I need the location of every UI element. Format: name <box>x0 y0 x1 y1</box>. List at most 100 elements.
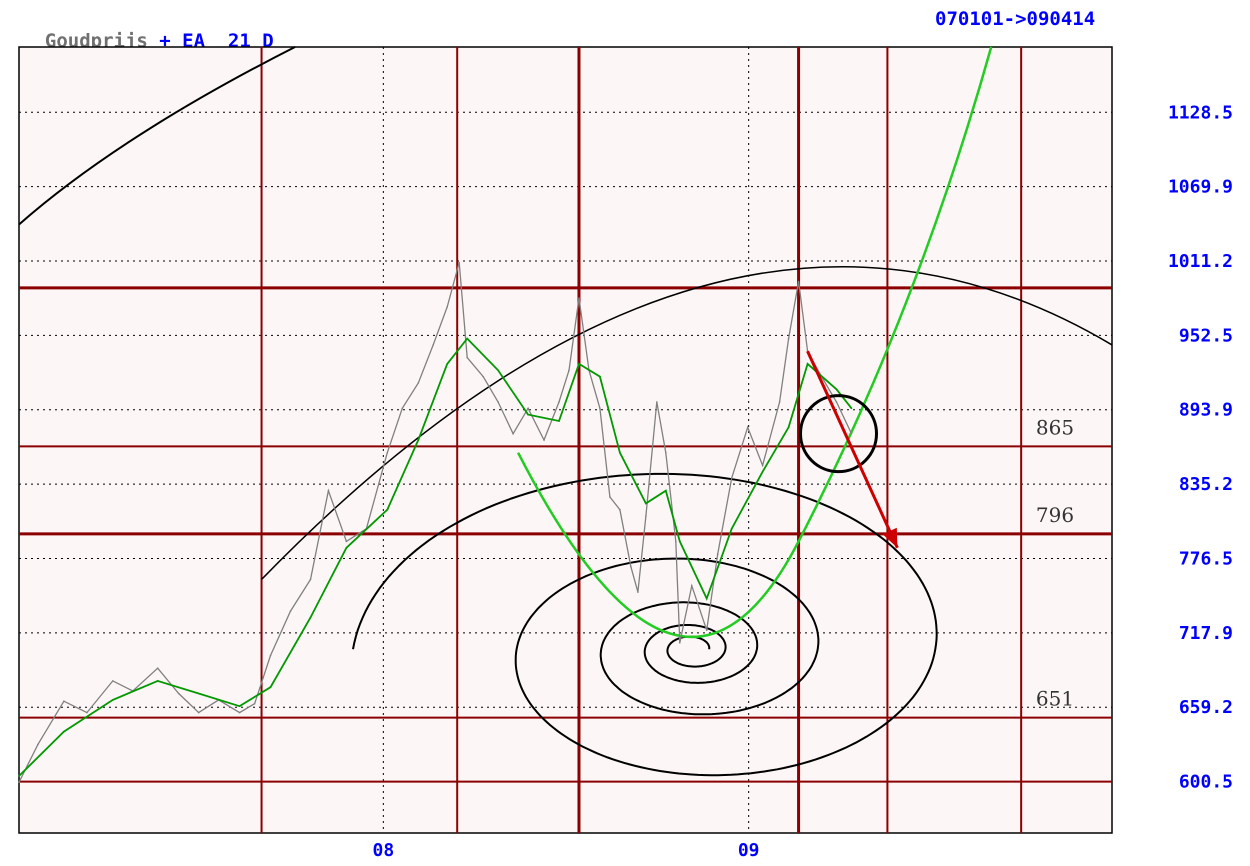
annotation-layer: 865 796 651 <box>799 350 1074 711</box>
price-line-point <box>850 432 853 435</box>
price-line-point <box>705 629 708 631</box>
ema-line-point <box>665 489 667 492</box>
level-label: 865 <box>1036 415 1074 439</box>
level-label: 651 <box>1036 687 1074 711</box>
price-line-point <box>690 584 693 587</box>
ema-line-point <box>197 692 200 695</box>
ema-line-point <box>417 439 420 441</box>
ema-line-point <box>497 369 499 372</box>
ema-line-point <box>269 686 272 689</box>
price-line-point <box>497 401 499 403</box>
price-line-point <box>630 565 632 568</box>
level-label: 796 <box>1036 503 1074 527</box>
price-line-point <box>761 464 764 467</box>
green-trend-curve <box>516 46 993 639</box>
price-line-point <box>386 451 389 454</box>
price-line-point <box>63 700 65 702</box>
price-line-point <box>746 426 749 429</box>
price-line-point <box>18 781 20 784</box>
ema-line-point <box>558 420 560 422</box>
price-line-point <box>156 667 159 669</box>
ema-line-point <box>705 597 708 600</box>
price-line-point <box>466 356 468 359</box>
date-range-label: 070101->090414 <box>935 8 1096 30</box>
price-line-point <box>678 642 681 644</box>
price-line-point <box>37 743 39 746</box>
price-line-point <box>432 344 435 346</box>
price-line-point <box>86 711 88 714</box>
price-line-point <box>665 451 667 454</box>
price-line-point <box>482 375 484 378</box>
price-line-point <box>730 477 733 479</box>
price-line-point <box>637 591 639 593</box>
price-line-point <box>112 680 114 682</box>
y-tick-label: 659.2 <box>1179 697 1233 718</box>
ema-line-point <box>527 413 529 416</box>
fibonacci-spiral <box>352 472 938 777</box>
down-arrow-shaft <box>806 350 899 549</box>
price-line-point <box>656 401 658 403</box>
ema-line-point <box>806 363 809 365</box>
price-line-point <box>401 407 404 410</box>
y-tick-label: 1011.2 <box>1168 251 1233 272</box>
y-tick-label: 893.9 <box>1179 400 1233 421</box>
ema-line-point <box>578 363 580 365</box>
ema-line-point <box>787 426 790 429</box>
axis-layer: 1128.5 1069.9 1011.2 952.5 893.9 835.2 776.5 71… <box>372 102 1233 861</box>
price-line-point <box>543 439 545 441</box>
ema-line-point <box>619 451 621 454</box>
y-tick-label: 835.2 <box>1179 474 1233 495</box>
ema-line-point <box>835 388 838 391</box>
ema-line-point <box>730 527 733 530</box>
price-line-point <box>253 702 256 705</box>
price-line-point <box>645 515 647 517</box>
price-line-point <box>797 280 800 283</box>
series-layer <box>18 261 853 784</box>
price-line-point <box>458 261 460 264</box>
outer-arc <box>261 265 1113 580</box>
price-line-point <box>238 711 241 714</box>
price-line-point <box>269 654 272 657</box>
ema-line-point <box>599 375 601 378</box>
price-line-point <box>674 540 677 543</box>
ema-line-point <box>112 699 114 701</box>
price-line-point <box>599 407 601 410</box>
ema-line-point <box>761 470 764 473</box>
ema-line-point <box>345 546 348 549</box>
price-line-point <box>327 489 330 492</box>
price-line-point <box>345 540 348 543</box>
y-tick-label: 1069.9 <box>1168 177 1233 198</box>
ema-line-point <box>238 705 241 708</box>
y-tick-label: 952.5 <box>1179 325 1233 346</box>
highlight-circle <box>799 394 879 474</box>
price-line-point <box>512 432 514 435</box>
longterm-trend-line <box>18 46 296 226</box>
ema-line-point <box>156 680 159 682</box>
price-line-point <box>568 369 570 372</box>
ema-line-point <box>386 508 389 511</box>
plot-frame <box>18 46 1113 834</box>
price-line-point <box>609 496 611 498</box>
y-tick-label: 1128.5 <box>1168 102 1233 123</box>
price-line-point <box>778 401 781 403</box>
ema-line-point <box>466 337 468 340</box>
ema-line-point <box>63 730 65 733</box>
ema-line-point <box>18 775 20 777</box>
price-line-point <box>527 407 529 410</box>
price-line-point <box>787 337 790 340</box>
y-tick-label: 600.5 <box>1179 772 1233 793</box>
x-tick-label: 08 <box>372 840 394 861</box>
price-line-point <box>197 711 200 714</box>
ema-line-point <box>678 540 681 543</box>
price-line-point <box>289 610 292 612</box>
price-line-point <box>578 297 580 299</box>
ema-line-point <box>645 502 647 505</box>
price-line-point <box>619 508 621 511</box>
y-tick-label: 717.9 <box>1179 623 1233 644</box>
price-line-point <box>309 578 312 581</box>
overlay-layer <box>18 46 1113 833</box>
price-line-point <box>558 401 560 403</box>
down-arrow-head <box>882 527 898 548</box>
price-line-point <box>446 306 449 308</box>
